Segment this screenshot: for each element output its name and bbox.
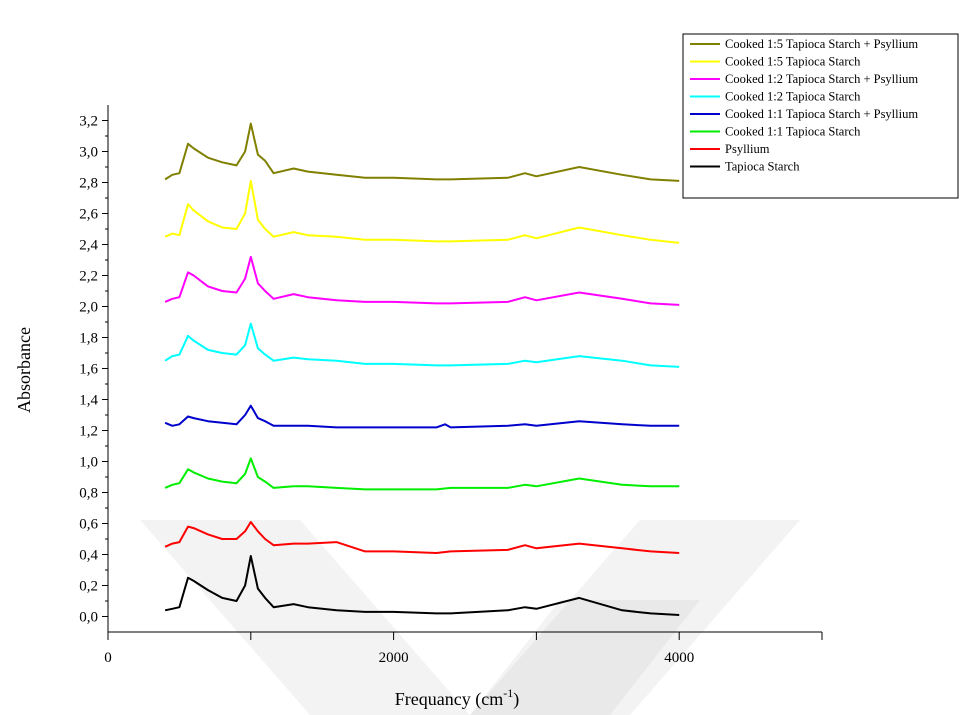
y-tick-label: 3,2 [79,114,98,130]
y-tick-label: 0,8 [79,486,98,502]
y-tick-label: 1,6 [79,362,98,378]
plot-area [164,122,680,616]
series-line-5 [164,404,680,429]
legend-items: Cooked 1:5 Tapioca Starch + Psyllium Cook… [690,37,918,174]
legend-label: Cooked 1:1 Tapioca Starch [725,125,861,139]
series-line-6 [164,457,680,491]
y-tick-label: 2,0 [79,300,98,316]
x-axis-title-suffix: ) [513,689,519,710]
x-tick-label: 0 [104,650,112,666]
y-tick-label: 2,6 [79,207,98,223]
y-axis-ticks: 0,0 0,2 0,4 0,6 0,8 1,0 1,2 1,4 1,6 1,8 2,0 2,2 2,4 2… [79,114,108,626]
y-tick-label: 1,4 [79,393,98,409]
series-line-2 [164,179,680,244]
y-axis-title: Absorbance [14,327,34,413]
legend-label: Cooked 1:1 Tapioca Starch + Psyllium [725,107,918,121]
y-tick-label: 2,4 [79,238,98,254]
y-tick-label: 1,2 [79,424,98,440]
y-tick-label: 0,0 [79,610,98,626]
legend-box [682,33,959,199]
y-tick-label: 1,8 [79,331,98,347]
y-tick-label: 0,2 [79,579,98,595]
series-line-4 [164,322,680,368]
x-tick-label: 4000 [664,650,694,666]
legend-label: Psyllium [725,142,770,156]
legend: Cooked 1:5 Tapioca Starch + Psyllium Cook… [682,33,959,199]
y-tick-label: 1,0 [79,455,98,471]
y-tick-label: 2,2 [79,269,98,285]
x-axis-title-superscript: -1 [503,686,513,700]
x-axis-title: Frequancy (cm-1) [395,686,519,710]
y-tick-label: 0,6 [79,517,98,533]
series-line-7 [164,521,680,554]
series-line-1 [164,122,680,182]
legend-label: Cooked 1:2 Tapioca Starch + Psyllium [725,72,918,86]
x-tick-label: 2000 [379,650,409,666]
legend-label: Cooked 1:5 Tapioca Starch [725,55,861,69]
series-line-3 [164,255,680,306]
x-axis-ticks: 0 2000 4000 [104,632,823,666]
legend-label: Tapioca Starch [725,160,800,174]
watermark [140,520,800,715]
legend-label: Cooked 1:5 Tapioca Starch + Psyllium [725,37,918,51]
legend-label: Cooked 1:2 Tapioca Starch [725,90,861,104]
x-axis-title-text: Frequancy (cm [395,689,503,710]
y-tick-label: 2,8 [79,176,98,192]
series-line-8 [164,555,680,616]
y-tick-label: 3,0 [79,145,98,161]
y-tick-label: 0,4 [79,548,98,564]
